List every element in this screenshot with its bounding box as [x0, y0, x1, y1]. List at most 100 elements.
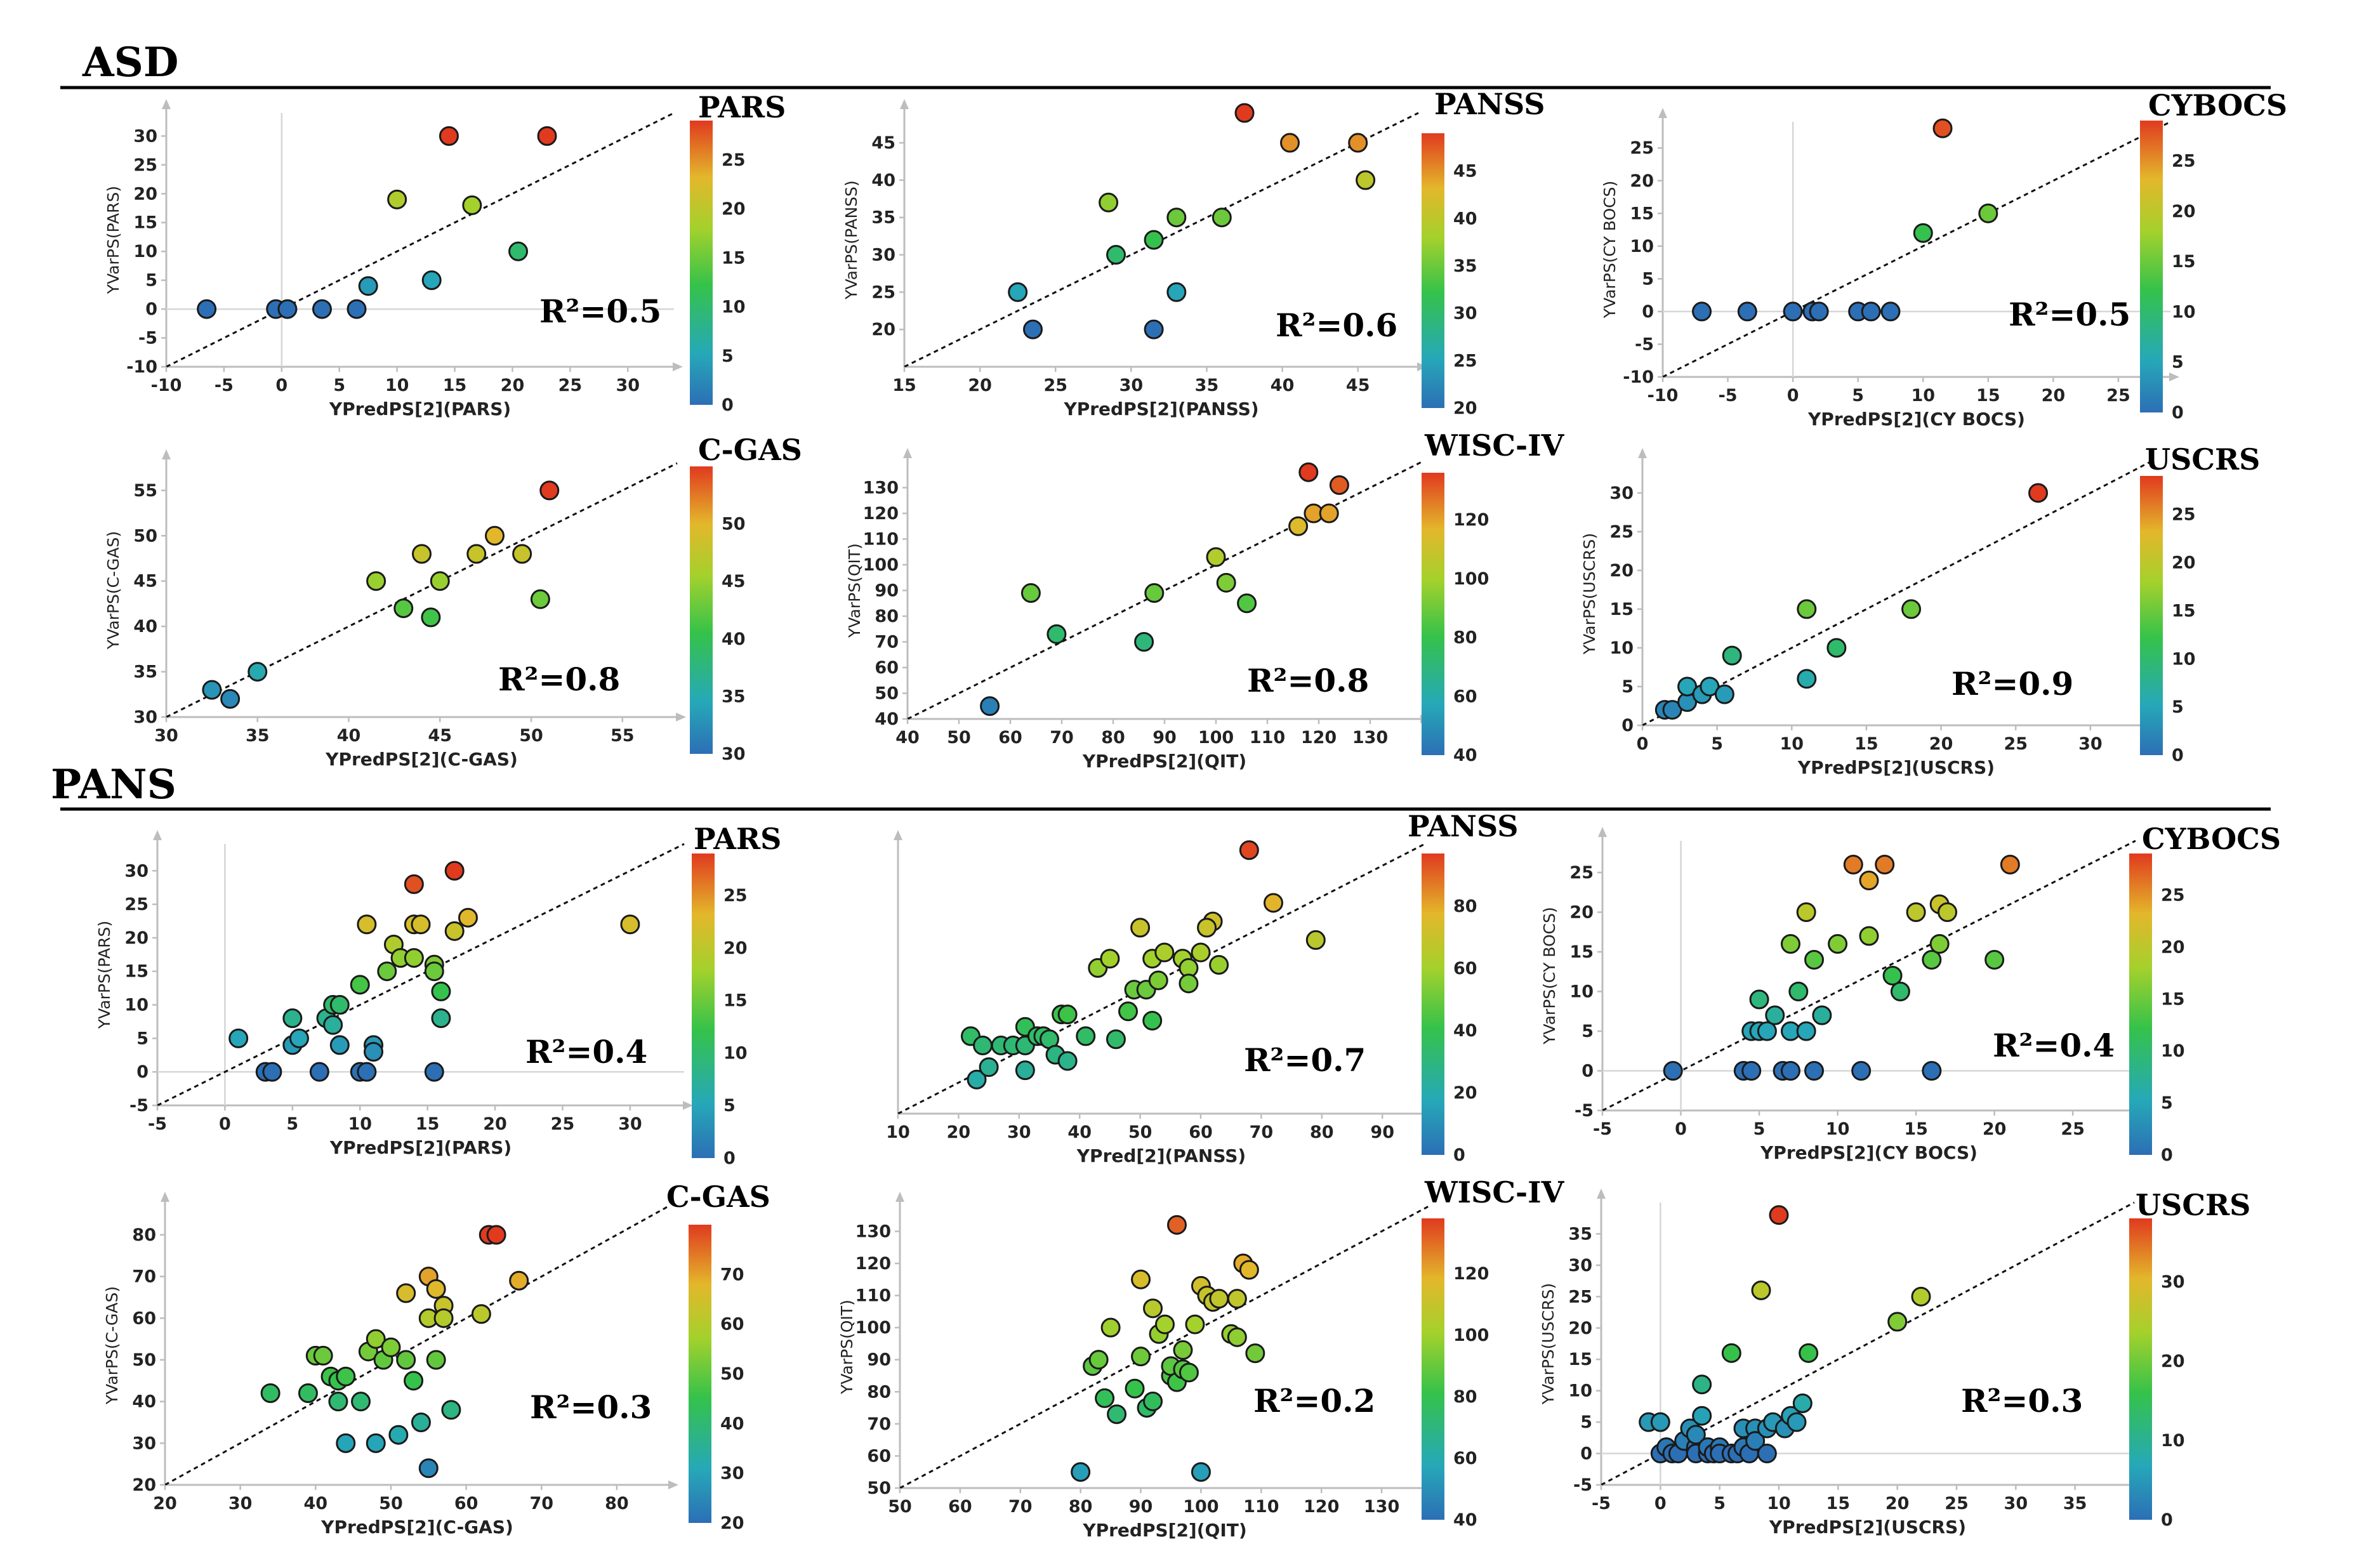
- scatter-point: [1023, 319, 1043, 339]
- scatter-point: [1929, 934, 1950, 954]
- y-axis-label: YVarPS(QIT): [845, 543, 864, 638]
- scatter-point: [980, 696, 1000, 716]
- scatter-point: [388, 1425, 409, 1445]
- colorbar-tick-label: 0: [723, 1149, 736, 1168]
- x-tick-label: 40: [1067, 1123, 1092, 1142]
- x-tick-label: 60: [998, 728, 1022, 748]
- scatter-point: [426, 1279, 446, 1299]
- y-tick-label: 80: [132, 1225, 156, 1245]
- y-tick-label: 25: [1568, 1287, 1592, 1307]
- scatter-point: [462, 195, 482, 215]
- y-tick-label: 25: [124, 895, 149, 914]
- scatter-point: [277, 299, 298, 319]
- scatter-point: [1859, 926, 1879, 946]
- x-tick-label: 40: [1271, 376, 1295, 395]
- x-tick-label: 70: [1008, 1497, 1033, 1517]
- scatter-point: [336, 1433, 356, 1453]
- y-tick-label: 15: [1569, 942, 1594, 962]
- scatter-point: [350, 975, 370, 995]
- colorbar: [690, 121, 713, 405]
- x-tick-label: 20: [1885, 1494, 1910, 1513]
- x-tick-label: 15: [416, 1114, 440, 1134]
- y-tick-label: 30: [1568, 1256, 1592, 1275]
- y-tick-label: 110: [863, 530, 899, 550]
- scatter-point: [1106, 1029, 1126, 1050]
- colorbar-tick-label: 25: [2172, 151, 2196, 171]
- x-axis-label: YPred[2](PANSS): [1076, 1145, 1246, 1166]
- r-squared-label: R²=0.8: [1247, 662, 1369, 699]
- x-tick-label: 35: [1195, 376, 1219, 395]
- scatter-point: [396, 1350, 416, 1370]
- y-tick-label: 70: [867, 1414, 891, 1434]
- x-tick-label: 0: [1654, 1494, 1667, 1513]
- y-tick-label: 40: [871, 171, 895, 190]
- identity-line: [1662, 121, 2171, 378]
- scatter-point: [444, 860, 465, 881]
- scatter-point: [508, 241, 529, 261]
- scatter-point: [1757, 1021, 1777, 1041]
- x-tick-label: 30: [618, 1114, 642, 1134]
- scatter-point: [1008, 282, 1028, 302]
- colorbar: [689, 1225, 711, 1523]
- scatter-point: [357, 1062, 377, 1082]
- x-tick-label: 10: [385, 376, 409, 395]
- x-tick-label: 15: [1854, 734, 1879, 754]
- colorbar-tick-label: 25: [1453, 351, 1477, 371]
- scatter-point: [433, 1308, 454, 1328]
- colorbar-tick-label: 20: [2161, 937, 2185, 957]
- panel-title: WISC-IV: [1424, 1175, 1565, 1209]
- colorbar-tick-label: 30: [722, 744, 746, 764]
- x-tick-label: -5: [1592, 1494, 1611, 1513]
- scatter-point: [431, 1008, 451, 1029]
- x-tick-label: -10: [151, 376, 182, 395]
- scatter-point: [1686, 1425, 1706, 1445]
- scatter-point: [1212, 208, 1232, 228]
- colorbar: [1422, 133, 1444, 408]
- colorbar-tick-label: 15: [2161, 989, 2185, 1009]
- colorbar: [1422, 853, 1444, 1155]
- colorbar-tick-label: 5: [2172, 353, 2184, 372]
- colorbar-tick-label: 120: [1453, 1264, 1489, 1284]
- x-tick-label: 70: [529, 1494, 553, 1513]
- y-tick-label: 15: [133, 213, 157, 233]
- scatter-point: [381, 1337, 401, 1357]
- x-tick-label: 120: [1304, 1497, 1339, 1517]
- scatter-point: [1913, 223, 1933, 243]
- scatter-point: [1875, 855, 1895, 874]
- x-tick-label: 100: [1198, 728, 1234, 748]
- x-axis-label: YPredPS[2](QIT): [1082, 751, 1246, 772]
- y-tick-label: 70: [875, 633, 899, 652]
- y-tick-label: 120: [863, 504, 899, 524]
- y-tick-label: 0: [145, 300, 157, 319]
- section-title-pans: PANS: [51, 761, 176, 808]
- scatter-point: [1650, 1412, 1670, 1432]
- colorbar-tick-label: 20: [1453, 1083, 1477, 1103]
- scatter-point: [1751, 1280, 1771, 1300]
- y-tick-label: 20: [1569, 903, 1594, 923]
- x-tick-label: 30: [154, 726, 178, 746]
- scatter-point: [1722, 645, 1742, 666]
- colorbar: [2140, 476, 2163, 755]
- x-tick-label: 50: [888, 1497, 912, 1517]
- scatter-point: [404, 948, 424, 968]
- scatter-point: [1057, 1051, 1078, 1071]
- x-tick-label: 5: [1852, 386, 1864, 405]
- colorbar-tick-label: 20: [720, 1513, 744, 1533]
- r-squared-label: R²=0.4: [1993, 1027, 2115, 1064]
- y-tick-label: 35: [133, 662, 157, 682]
- scatter-point: [289, 1028, 309, 1048]
- x-tick-label: 50: [1128, 1123, 1152, 1142]
- colorbar-tick-label: 50: [720, 1364, 744, 1384]
- x-tick-label: 40: [895, 728, 920, 748]
- y-tick-label: 60: [132, 1308, 156, 1328]
- scatter-point: [1692, 301, 1712, 322]
- y-axis-label: YVarPS(USCRS): [1539, 1283, 1557, 1405]
- x-tick-label: 80: [1310, 1123, 1334, 1142]
- y-tick-label: -5: [138, 329, 157, 348]
- scatter-point: [509, 1270, 529, 1291]
- scatter-point: [1191, 1462, 1211, 1482]
- scatter-point: [1100, 1317, 1121, 1338]
- y-axis-label: YVarPS(PARS): [104, 186, 122, 294]
- y-tick-label: 5: [145, 271, 157, 291]
- scatter-point: [973, 1036, 993, 1056]
